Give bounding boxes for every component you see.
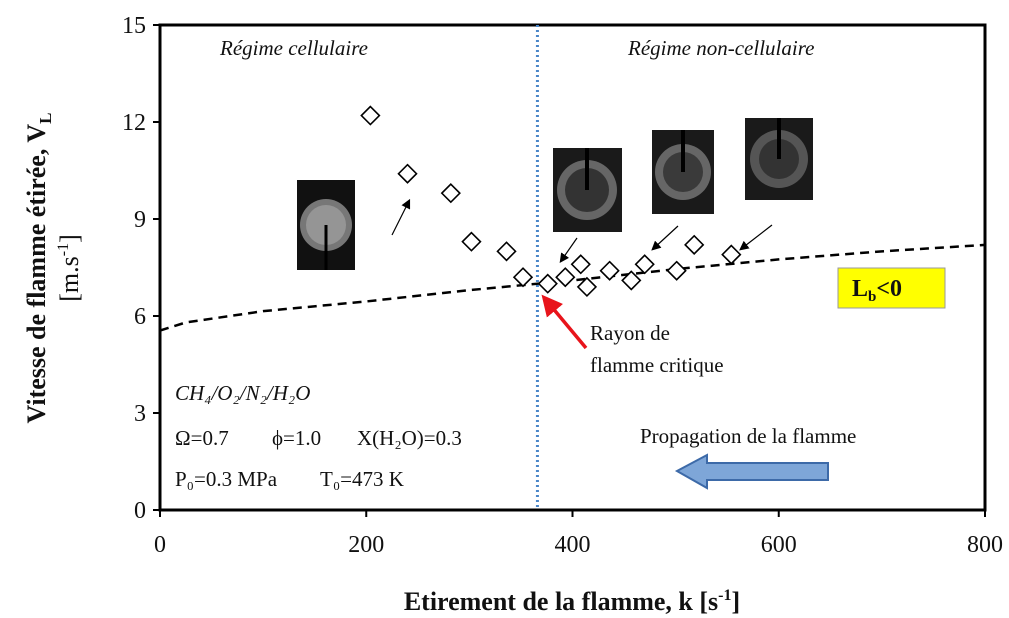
flame-image [652, 130, 714, 214]
y-axis-label: [m.s-1] [55, 234, 84, 302]
data-point [599, 260, 620, 281]
data-point [621, 270, 642, 291]
label-part: [m.s [55, 256, 84, 302]
flame-image [745, 118, 813, 200]
y-tick-label: 6 [134, 304, 146, 330]
data-point [440, 183, 461, 204]
label-part: L [36, 113, 55, 124]
data-point [512, 267, 534, 288]
critical-arrow [541, 294, 588, 350]
data-point [721, 244, 742, 265]
annotation: Rayon de [590, 321, 670, 345]
data-point [555, 267, 576, 288]
annotation-part: <0 [876, 276, 902, 302]
label-part: Etirement de la flamme, k [s [404, 587, 718, 616]
data-point [537, 273, 558, 294]
y-tick-label: 3 [134, 401, 146, 427]
data-point [360, 105, 381, 126]
dashed-curve [159, 243, 986, 332]
annotation: Régime cellulaire [219, 36, 368, 60]
x-tick-label: 400 [555, 532, 591, 558]
x-tick-label: 800 [967, 532, 1003, 558]
y-axis-label: Vitesse de flamme étirée, VL [22, 113, 55, 424]
y-tick-label: 0 [134, 498, 146, 524]
label-part: -1 [718, 587, 731, 604]
data-point [634, 254, 655, 275]
annotation: Régime non-cellulaire [627, 36, 814, 60]
flame-image [297, 180, 355, 270]
annotation: flamme critique [590, 353, 724, 377]
lb-box [837, 267, 946, 309]
y-tick-label: 12 [122, 110, 146, 136]
data-point [666, 260, 687, 281]
annotation: Lb<0 [852, 276, 902, 305]
annotation: CH₄/O₂/N₂/H₂O [175, 381, 310, 405]
label-part: ] [55, 234, 84, 243]
annotation-part: L [852, 276, 868, 302]
annotation: Ω=0.7 [175, 426, 229, 450]
pointer-arrows [391, 198, 773, 263]
flame-image [553, 148, 622, 232]
label-part: ] [732, 587, 741, 616]
label-part: -1 [55, 243, 72, 256]
propagation-arrow [674, 453, 829, 490]
annotation-part: b [868, 289, 876, 305]
data-point [684, 234, 705, 255]
label-part: Vitesse de flamme étirée, V [22, 124, 51, 424]
x-axis-label: Etirement de la flamme, k [s-1] [404, 587, 740, 616]
data-point [496, 241, 517, 262]
annotation: X(H₂O)=0.3 [357, 426, 462, 450]
y-tick-label: 9 [134, 207, 146, 233]
data-point [576, 276, 598, 298]
annotation: P₀=0.3 MPa [175, 467, 278, 491]
x-tick-label: 200 [348, 532, 384, 558]
data-point [461, 231, 482, 252]
y-tick-label: 15 [122, 13, 146, 39]
data-point [570, 254, 591, 275]
annotation: ϕ=1.0 [272, 426, 321, 450]
annotation: T₀=473 K [320, 467, 404, 491]
x-tick-label: 600 [761, 532, 797, 558]
annotation: Propagation de la flamme [640, 424, 856, 448]
data-point [397, 163, 418, 184]
x-tick-label: 0 [154, 532, 166, 558]
